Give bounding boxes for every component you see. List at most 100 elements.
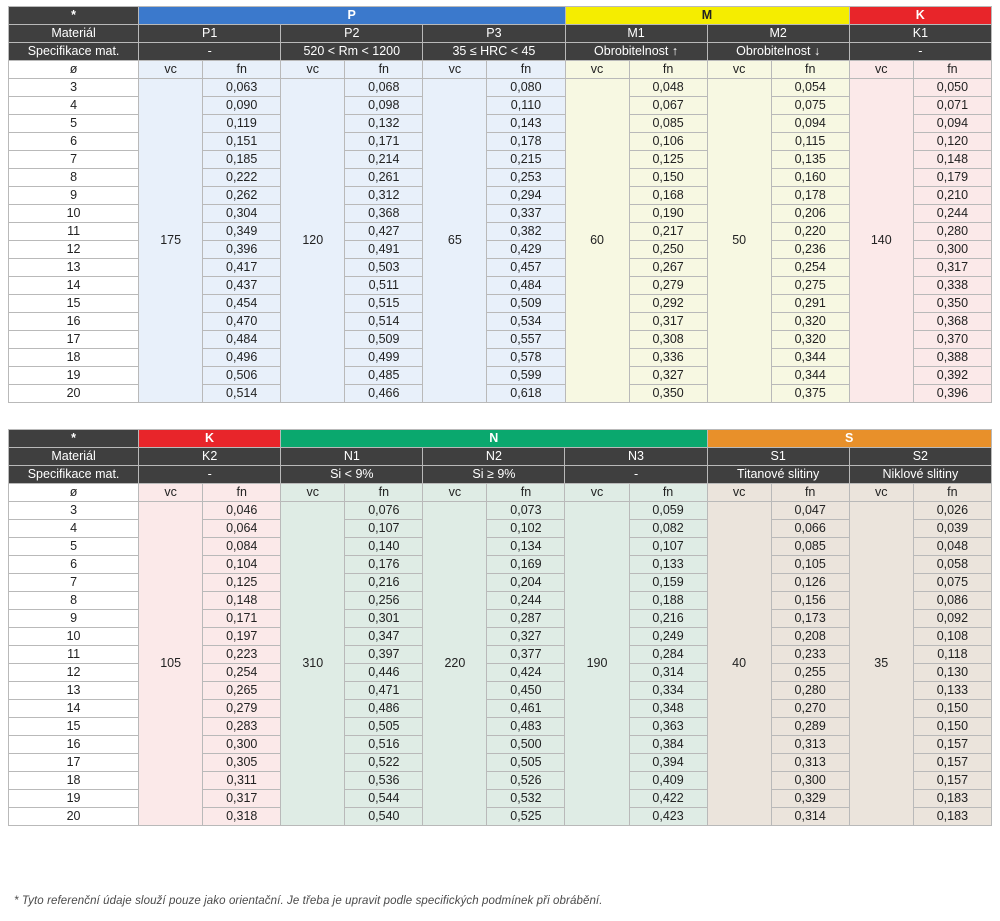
fn-value-p2: 0,098 (344, 96, 424, 115)
fn-header-k2: fn (202, 483, 282, 502)
fn-value-n3: 0,249 (628, 627, 708, 646)
fn-value-m1: 0,106 (628, 132, 708, 151)
fn-value-p1: 0,506 (202, 366, 282, 385)
fn-value-n2: 0,244 (486, 591, 566, 610)
fn-value-n2: 0,500 (486, 735, 566, 754)
fn-value-n3: 0,082 (628, 519, 708, 538)
group-band-row: * P M K (7, 6, 993, 25)
fn-value-m2: 0,135 (770, 150, 850, 169)
table-row: 14 0,279 0,486 0,461 0,348 0,270 0,150 (7, 699, 993, 718)
fn-value-p1: 0,349 (202, 222, 282, 241)
fn-value-p1: 0,262 (202, 186, 282, 205)
fn-value-p2: 0,171 (344, 132, 424, 151)
table-row: 3 175 0,063 120 0,068 65 0,080 60 0,048 50 0,054 14… (7, 78, 993, 403)
material-spec-s1: Titanové slitiny (706, 465, 850, 484)
fn-value-p2: 0,132 (344, 114, 424, 133)
fn-value-s2: 0,039 (912, 519, 993, 538)
material-spec-p3: 35 ≤ HRC < 45 (422, 42, 566, 61)
diameter-value: 4 (7, 96, 140, 115)
fn-value-s1: 0,047 (770, 501, 850, 520)
group-header-k: K (848, 6, 993, 25)
table-row: 13 0,265 0,471 0,450 0,334 0,280 0,133 (7, 681, 993, 700)
fn-value-n1: 0,505 (344, 717, 424, 736)
fn-value-p2: 0,509 (344, 330, 424, 349)
fn-value-p2: 0,515 (344, 294, 424, 313)
fn-value-n1: 0,076 (344, 501, 424, 520)
material-spec-k1: - (848, 42, 993, 61)
fn-value-n2: 0,287 (486, 609, 566, 628)
fn-value-k1: 0,338 (912, 276, 993, 295)
table-row: 10 0,304 0,368 0,337 0,190 0,206 0,244 (7, 204, 993, 223)
fn-value-p3: 0,429 (486, 240, 566, 259)
fn-value-n3: 0,363 (628, 717, 708, 736)
material-code-p3: P3 (422, 24, 566, 43)
fn-value-n3: 0,334 (628, 681, 708, 700)
diameter-value: 17 (7, 330, 140, 349)
fn-value-s1: 0,126 (770, 573, 850, 592)
diameter-value: 16 (7, 735, 140, 754)
fn-value-s1: 0,085 (770, 537, 850, 556)
fn-value-m2: 0,236 (770, 240, 850, 259)
table-row: 19 0,317 0,544 0,532 0,422 0,329 0,183 (7, 789, 993, 808)
fn-header-n2: fn (486, 483, 566, 502)
fn-value-s2: 0,108 (912, 627, 993, 646)
fn-value-k1: 0,244 (912, 204, 993, 223)
fn-value-n2: 0,505 (486, 753, 566, 772)
fn-value-m1: 0,317 (628, 312, 708, 331)
diameter-value: 13 (7, 258, 140, 277)
fn-value-k2: 0,317 (202, 789, 282, 808)
vc-header-p3: vc (422, 60, 488, 79)
fn-value-n1: 0,536 (344, 771, 424, 790)
fn-value-n2: 0,450 (486, 681, 566, 700)
fn-value-p3: 0,215 (486, 150, 566, 169)
vc-header-k1: vc (848, 60, 914, 79)
fn-value-p3: 0,534 (486, 312, 566, 331)
fn-value-m2: 0,320 (770, 330, 850, 349)
fn-value-m2: 0,220 (770, 222, 850, 241)
fn-value-n3: 0,314 (628, 663, 708, 682)
fn-value-p1: 0,063 (202, 78, 282, 97)
table-row: 6 0,104 0,176 0,169 0,133 0,105 0,058 (7, 555, 993, 574)
fn-value-n3: 0,409 (628, 771, 708, 790)
diameter-value: 8 (7, 591, 140, 610)
table-row: 12 0,254 0,446 0,424 0,314 0,255 0,130 (7, 663, 993, 682)
diameter-value: 9 (7, 609, 140, 628)
fn-value-k1: 0,350 (912, 294, 993, 313)
table-row: 8 0,222 0,261 0,253 0,150 0,160 0,179 (7, 168, 993, 187)
fn-value-s2: 0,058 (912, 555, 993, 574)
diameter-value: 11 (7, 645, 140, 664)
diameter-value: 18 (7, 771, 140, 790)
fn-value-s1: 0,313 (770, 735, 850, 754)
table-row: 12 0,396 0,491 0,429 0,250 0,236 0,300 (7, 240, 993, 259)
fn-value-n1: 0,471 (344, 681, 424, 700)
material-row: Materiál P1 P2 P3 M1 M2 K1 (7, 24, 993, 43)
diameter-value: 10 (7, 627, 140, 646)
material-code-s2: S2 (848, 447, 993, 466)
fn-value-n1: 0,446 (344, 663, 424, 682)
fn-value-k1: 0,396 (912, 384, 993, 403)
fn-header-m1: fn (628, 60, 708, 79)
group-band-row: * K N S (7, 429, 993, 448)
fn-value-s1: 0,280 (770, 681, 850, 700)
material-row: Materiál K2 N1 N2 N3 S1 S2 (7, 447, 993, 466)
fn-value-p3: 0,253 (486, 168, 566, 187)
fn-value-p1: 0,496 (202, 348, 282, 367)
fn-value-p1: 0,185 (202, 150, 282, 169)
fn-value-s2: 0,157 (912, 735, 993, 754)
fn-value-m1: 0,217 (628, 222, 708, 241)
fn-value-k1: 0,388 (912, 348, 993, 367)
fn-value-p2: 0,312 (344, 186, 424, 205)
vc-value-n3: 190 (564, 501, 630, 826)
fn-value-p3: 0,110 (486, 96, 566, 115)
fn-value-k1: 0,210 (912, 186, 993, 205)
material-code-p2: P2 (280, 24, 424, 43)
fn-value-k1: 0,317 (912, 258, 993, 277)
vc-header-s2: vc (848, 483, 914, 502)
table-row: 11 0,223 0,397 0,377 0,284 0,233 0,118 (7, 645, 993, 664)
material-spec-s2: Niklové slitiny (848, 465, 993, 484)
fn-value-n2: 0,424 (486, 663, 566, 682)
group-header-k: K (138, 429, 282, 448)
fn-header-s1: fn (770, 483, 850, 502)
table-row: 18 0,496 0,499 0,578 0,336 0,344 0,388 (7, 348, 993, 367)
